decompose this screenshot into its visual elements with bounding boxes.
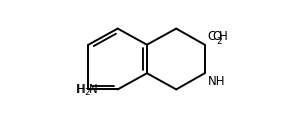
Text: 2: 2 bbox=[217, 37, 222, 46]
Text: N: N bbox=[89, 83, 98, 96]
Text: H: H bbox=[76, 83, 85, 96]
Text: C: C bbox=[208, 30, 216, 43]
Text: NH: NH bbox=[208, 75, 225, 88]
Text: 2: 2 bbox=[85, 88, 90, 97]
Text: O: O bbox=[212, 30, 222, 43]
Text: H: H bbox=[219, 30, 227, 43]
Text: H: H bbox=[76, 83, 85, 96]
